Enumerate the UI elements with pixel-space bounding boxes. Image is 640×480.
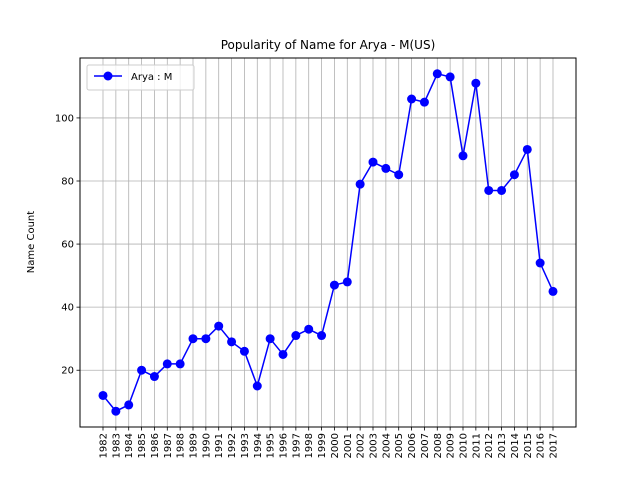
data-point (407, 94, 417, 104)
data-point (304, 324, 314, 334)
x-tick-label: 1995 (266, 433, 277, 458)
x-tick-label: 2012 (484, 433, 495, 458)
x-tick-label: 2005 (394, 433, 405, 458)
plot-frame (79, 57, 577, 428)
x-tick-label: 1989 (189, 433, 200, 458)
data-point (445, 72, 455, 82)
series-layer (98, 69, 558, 416)
x-tick-label: 2017 (549, 433, 560, 458)
x-tick-label: 1983 (111, 433, 122, 458)
data-point (342, 277, 352, 287)
x-tick-label: 2003 (369, 433, 380, 458)
x-tick-label: 2007 (420, 433, 431, 458)
data-point (162, 359, 172, 369)
x-tick-label: 1996 (279, 433, 290, 458)
y-tick-label: 100 (55, 113, 74, 124)
x-tick-label: 1991 (214, 433, 225, 458)
x-tick-label: 2011 (471, 433, 482, 458)
y-axis-label: Name Count (26, 211, 37, 273)
x-tick-label: 2009 (446, 433, 457, 458)
x-tick-label: 1984 (124, 433, 135, 458)
data-point (201, 334, 211, 344)
x-tick-label: 1985 (137, 433, 148, 458)
x-tick-label: 1990 (201, 433, 212, 458)
data-point (522, 144, 532, 154)
data-point (484, 185, 494, 195)
data-point (291, 331, 301, 341)
grid-layer (80, 58, 576, 427)
x-tick-label: 1982 (99, 433, 110, 458)
chart-title: Popularity of Name for Arya - M(US) (221, 38, 436, 52)
y-tick-label: 40 (61, 303, 74, 314)
legend: Arya : M (86, 64, 195, 91)
x-tick-label: 1994 (253, 433, 264, 458)
data-point (509, 170, 519, 180)
y-tick-label: 20 (61, 366, 74, 377)
data-point (227, 337, 237, 347)
x-tick-label: 2000 (330, 433, 341, 458)
data-point (329, 280, 339, 290)
y-tick-label: 80 (61, 177, 74, 188)
x-tick-label: 2015 (523, 433, 534, 458)
data-point (394, 170, 404, 180)
data-point (368, 157, 378, 167)
data-point (548, 286, 558, 296)
data-point (278, 349, 288, 359)
y-tick-label: 60 (61, 240, 74, 251)
x-tick-label: 1997 (291, 433, 302, 458)
data-point (175, 359, 185, 369)
x-tick-label: 2004 (381, 433, 392, 458)
data-point (265, 334, 275, 344)
x-tick-label: 2013 (497, 433, 508, 458)
x-tick-label: 1993 (240, 433, 251, 458)
x-tick-label: 1986 (150, 433, 161, 458)
data-point (188, 334, 198, 344)
data-point (214, 321, 224, 331)
legend-box (86, 64, 195, 91)
data-point (317, 331, 327, 341)
x-tick-label: 1988 (176, 433, 187, 458)
x-tick-label: 1998 (304, 433, 315, 458)
data-point (432, 69, 442, 79)
x-tick-label: 1999 (317, 433, 328, 458)
data-point (137, 365, 147, 375)
x-tick-label: 2001 (343, 433, 354, 458)
x-tick-label: 2008 (433, 433, 444, 458)
data-point (124, 400, 134, 410)
x-tick-label: 2010 (459, 433, 470, 458)
data-point (149, 372, 159, 382)
data-point (535, 258, 545, 268)
data-point (497, 185, 507, 195)
data-point (458, 151, 468, 161)
legend-label: Arya : M (131, 72, 172, 83)
data-point (381, 163, 391, 173)
data-point (98, 390, 108, 400)
tick-layer: 1982 1983 1984 1985 1986 1987 1988 1989 1990 1991… (55, 113, 560, 458)
x-tick-label: 2006 (407, 433, 418, 458)
data-point (419, 97, 429, 107)
data-point (239, 346, 249, 356)
data-point (252, 381, 262, 391)
x-tick-label: 2002 (356, 433, 367, 458)
data-point (471, 78, 481, 88)
x-tick-label: 2014 (510, 433, 521, 458)
x-tick-label: 1987 (163, 433, 174, 458)
data-point (355, 179, 365, 189)
legend-marker (103, 71, 113, 81)
x-tick-label: 1992 (227, 433, 238, 458)
x-tick-label: 2016 (536, 433, 547, 458)
data-point (111, 406, 121, 416)
